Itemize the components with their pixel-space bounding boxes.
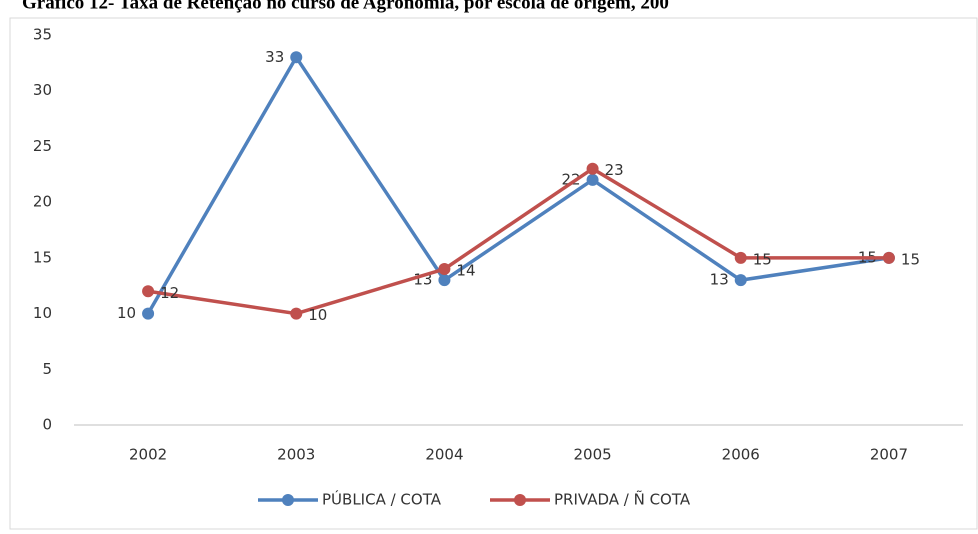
y-tick-label: 20 (33, 193, 52, 211)
y-tick-label: 0 (42, 416, 52, 434)
legend-marker (514, 494, 526, 506)
y-tick-label: 30 (33, 81, 52, 99)
data-point (882, 251, 895, 264)
y-tick-label: 25 (33, 137, 52, 155)
x-tick-label: 2005 (573, 446, 611, 464)
series-line (147, 166, 889, 316)
legend-label: PRIVADA / Ñ COTA (554, 490, 691, 509)
legend-marker (282, 494, 294, 506)
data-label: 22 (561, 170, 580, 188)
y-tick-label: 5 (42, 360, 52, 378)
data-label: 14 (456, 262, 475, 280)
data-point (142, 307, 155, 320)
data-point (290, 307, 303, 320)
x-tick-label: 2006 (722, 446, 760, 464)
series-line (146, 53, 890, 315)
data-point (438, 274, 451, 287)
data-label: 10 (117, 304, 136, 322)
chart-title: Gráfico 12- Taxa de Retenção no curso de… (22, 0, 669, 13)
y-tick-label: 15 (33, 248, 52, 266)
data-point (142, 285, 155, 298)
data-point (438, 263, 451, 275)
data-point (734, 251, 747, 264)
data-point (586, 162, 599, 175)
data-label: 10 (308, 306, 327, 324)
y-tick-label: 10 (33, 304, 52, 322)
x-tick-label: 2002 (129, 446, 167, 464)
data-point (586, 173, 599, 186)
data-point (290, 51, 303, 64)
x-tick-label: 2003 (277, 446, 315, 464)
data-label: 33 (265, 48, 284, 66)
data-point (734, 274, 747, 287)
data-label: 15 (901, 250, 920, 268)
data-label: 12 (160, 284, 179, 302)
data-label: 23 (605, 161, 624, 179)
y-tick-label: 35 (33, 26, 52, 44)
x-tick-label: 2004 (425, 446, 463, 464)
data-label: 13 (710, 271, 729, 289)
legend-label: PÚBLICA / COTA (322, 490, 442, 509)
x-tick-label: 2007 (870, 446, 908, 464)
data-label: 15 (753, 250, 772, 268)
